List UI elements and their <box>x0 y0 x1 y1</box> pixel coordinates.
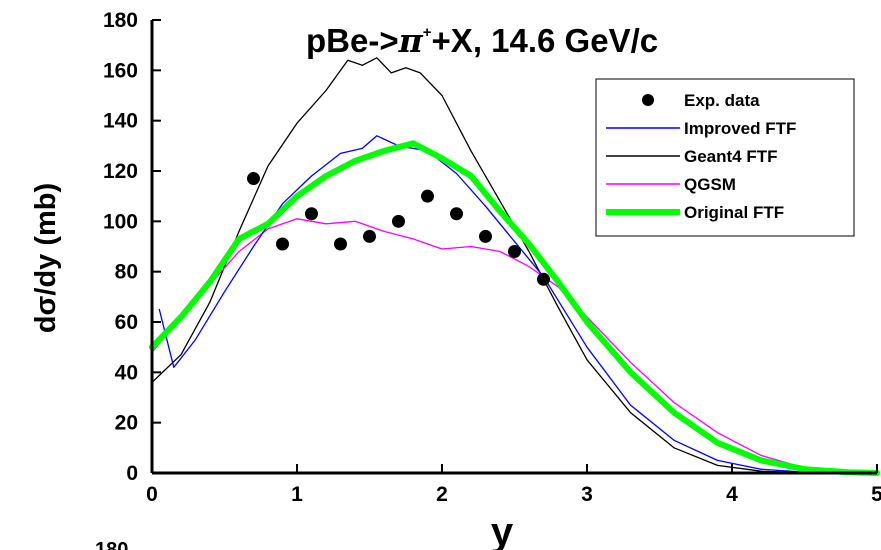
y-tick-label: 140 <box>103 110 138 133</box>
data-point <box>363 229 376 243</box>
data-point <box>276 237 289 251</box>
data-point <box>479 229 492 243</box>
x-tick-label: 0 <box>146 483 158 506</box>
legend-label-original-ftf: Original FTF <box>684 203 784 222</box>
y-tick-label: 180 <box>103 9 138 32</box>
chart-title-main: pBe-> <box>306 22 399 59</box>
ticks: 0 1 2 3 4 5 0 20 40 60 80 100 120 140 160 180 <box>103 9 881 506</box>
plot-lines <box>149 57 880 476</box>
series-line-qgsm <box>151 218 849 473</box>
data-point <box>421 189 434 203</box>
plot-markers <box>247 172 550 286</box>
series-line-original-ftf <box>149 140 880 476</box>
y-tick-label: 160 <box>103 59 138 82</box>
data-point <box>537 272 550 286</box>
x-axis-title: y <box>491 510 514 550</box>
series-line-geant4-ftf <box>151 57 806 474</box>
y-tick-label: 40 <box>115 361 138 384</box>
cropped-label: 180 <box>95 539 128 550</box>
legend: Exp. data Improved FTF Geant4 FTF QGSM Origi… <box>595 78 855 237</box>
chart-title-superscript: + <box>423 24 432 41</box>
y-tick-label: 60 <box>115 311 138 334</box>
chart-title-particle: π <box>398 21 424 60</box>
y-tick-label: 0 <box>126 462 138 485</box>
legend-label-exp-data: Exp. data <box>684 91 760 110</box>
legend-marker-exp-data <box>642 94 654 106</box>
x-tick-label: 4 <box>726 483 738 506</box>
data-point <box>392 214 405 228</box>
chart-title: pBe->π++X, 14.6 GeV/c <box>306 21 658 60</box>
series-line-improved-ftf <box>158 135 806 473</box>
chart-title-tail: +X, 14.6 GeV/c <box>432 22 659 59</box>
legend-label-qgsm: QGSM <box>684 175 736 194</box>
y-tick-label: 100 <box>103 210 138 233</box>
x-tick-label: 5 <box>871 483 881 506</box>
x-tick-label: 1 <box>291 483 303 506</box>
legend-label-geant4-ftf: Geant4 FTF <box>684 147 778 166</box>
y-tick-label: 80 <box>115 261 138 284</box>
data-point <box>508 245 521 259</box>
y-tick-label: 120 <box>103 160 138 183</box>
data-point <box>334 237 347 251</box>
x-tick-label: 3 <box>581 483 593 506</box>
y-tick-label: 20 <box>115 412 138 435</box>
axes <box>150 20 877 475</box>
data-point <box>305 207 318 221</box>
data-point <box>247 172 260 186</box>
legend-label-improved-ftf: Improved FTF <box>684 119 796 138</box>
data-point <box>450 207 463 221</box>
legend-entries: Exp. data Improved FTF Geant4 FTF QGSM Origi… <box>606 91 796 222</box>
x-tick-label: 2 <box>436 483 448 506</box>
y-axis-title: dσ/dy (mb) <box>30 183 62 333</box>
